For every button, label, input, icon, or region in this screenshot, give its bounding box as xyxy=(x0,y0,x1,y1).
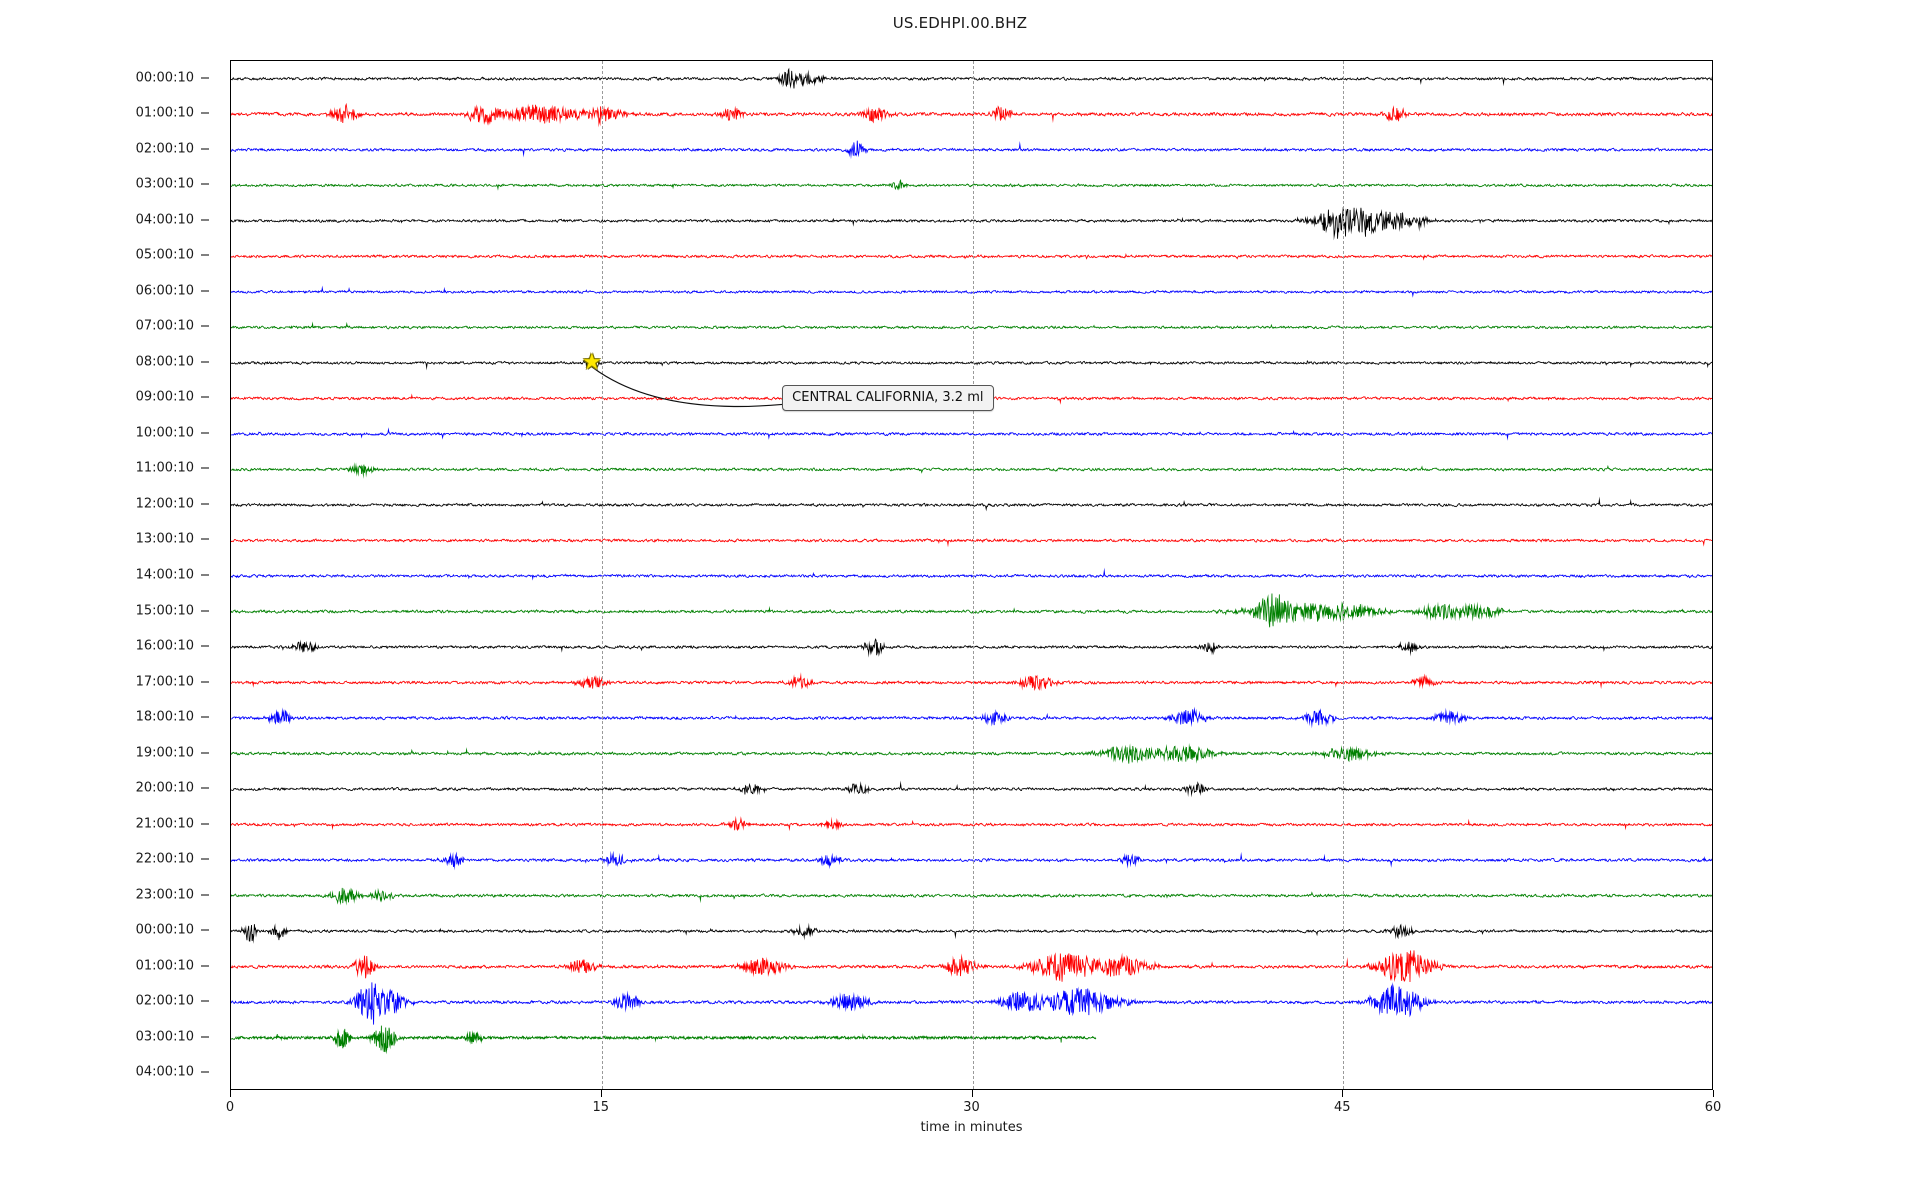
x-axis-tick xyxy=(1713,1090,1714,1097)
y-axis-tick-label: 11:00:10 xyxy=(135,460,194,476)
y-axis-tick xyxy=(201,112,209,114)
y-axis-tick xyxy=(201,77,209,79)
y-axis-tick-label: 20:00:10 xyxy=(135,780,194,796)
x-axis-tick-label: 15 xyxy=(592,1100,610,1115)
y-axis-tick xyxy=(201,503,209,505)
x-axis-title: time in minutes xyxy=(920,1120,1023,1135)
y-axis-tick xyxy=(201,361,209,363)
y-axis-tick-label: 17:00:10 xyxy=(135,674,194,690)
y-axis-tick-label: 23:00:10 xyxy=(135,887,194,903)
y-axis-tick-label: 06:00:10 xyxy=(135,283,194,299)
y-axis-tick xyxy=(201,929,209,931)
y-axis-tick xyxy=(201,290,209,292)
page-title: US.EDHPI.00.BHZ xyxy=(892,14,1028,32)
y-axis-tick xyxy=(201,148,209,150)
y-axis-tick xyxy=(201,681,209,683)
y-axis-tick xyxy=(201,752,209,754)
x-axis-tick xyxy=(1342,1090,1344,1097)
seismogram-traces xyxy=(231,61,1712,1089)
y-axis-tick xyxy=(201,823,209,825)
y-axis-tick-label: 10:00:10 xyxy=(135,425,194,441)
x-axis-tick-label: 45 xyxy=(1333,1100,1351,1115)
y-axis-tick xyxy=(201,467,209,469)
x-axis: 0 15 30 45 60 xyxy=(226,1090,1721,1150)
y-axis-tick xyxy=(201,787,209,789)
y-axis-tick-label: 18:00:10 xyxy=(135,709,194,725)
x-axis-tick xyxy=(971,1090,973,1097)
y-axis-tick-label: 13:00:10 xyxy=(135,531,194,547)
y-axis-tick xyxy=(201,1071,209,1073)
y-axis-tick-label: 16:00:10 xyxy=(135,638,194,654)
y-axis-tick-label: 22:00:10 xyxy=(135,851,194,867)
y-axis-tick-label: 01:00:10 xyxy=(135,958,194,974)
x-axis-tick xyxy=(230,1090,231,1097)
y-axis-tick xyxy=(201,1036,209,1038)
y-axis-tick-label: 01:00:10 xyxy=(135,105,194,121)
y-axis-tick xyxy=(201,574,209,576)
y-axis-tick xyxy=(201,965,209,967)
y-axis-tick-label: 12:00:10 xyxy=(135,496,194,512)
y-axis-tick xyxy=(201,219,209,221)
y-axis-tick xyxy=(201,254,209,256)
y-axis-tick-label: 00:00:10 xyxy=(135,922,194,938)
y-axis-tick xyxy=(201,716,209,718)
x-axis-tick-label: 60 xyxy=(1704,1100,1722,1115)
y-axis-tick-label: 03:00:10 xyxy=(135,1029,194,1045)
y-axis-tick xyxy=(201,538,209,540)
x-axis-tick xyxy=(600,1090,602,1097)
y-axis-tick xyxy=(201,1000,209,1002)
y-axis-tick-label: 00:00:10 xyxy=(135,70,194,86)
y-axis-tick-label: 02:00:10 xyxy=(135,141,194,157)
y-axis-tick-label: 05:00:10 xyxy=(135,247,194,263)
y-axis-tick-label: 15:00:10 xyxy=(135,603,194,619)
x-axis-tick-label: 30 xyxy=(963,1100,980,1115)
y-axis-tick-label: 03:00:10 xyxy=(135,176,194,192)
y-axis-tick xyxy=(201,610,209,612)
plot-area: ★ CENTRAL CALIFORNIA, 3.2 ml xyxy=(230,60,1713,1090)
y-axis-tick-label: 04:00:10 xyxy=(135,212,194,228)
y-axis-tick xyxy=(201,183,209,185)
y-axis-tick-label: 21:00:10 xyxy=(135,816,194,832)
y-axis-tick-label: 07:00:10 xyxy=(135,318,194,334)
y-axis-tick xyxy=(201,858,209,860)
y-axis-tick-label: 04:00:10 xyxy=(135,1064,194,1080)
y-axis-tick xyxy=(201,432,209,434)
y-axis-tick-label: 08:00:10 xyxy=(135,354,194,370)
y-axis-tick-label: 19:00:10 xyxy=(135,745,194,761)
y-axis-tick xyxy=(201,645,209,647)
y-axis: 00:00:10 01:00:10 02:00:10 03:00:10 04:00:10… xyxy=(0,60,230,1090)
y-axis-tick xyxy=(201,396,209,398)
y-axis-tick xyxy=(201,894,209,896)
y-axis-tick-label: 02:00:10 xyxy=(135,993,194,1009)
y-axis-tick xyxy=(201,325,209,327)
y-axis-tick-label: 09:00:10 xyxy=(135,389,194,405)
y-axis-tick-label: 14:00:10 xyxy=(135,567,194,583)
x-axis-tick-label: 0 xyxy=(225,1100,235,1115)
